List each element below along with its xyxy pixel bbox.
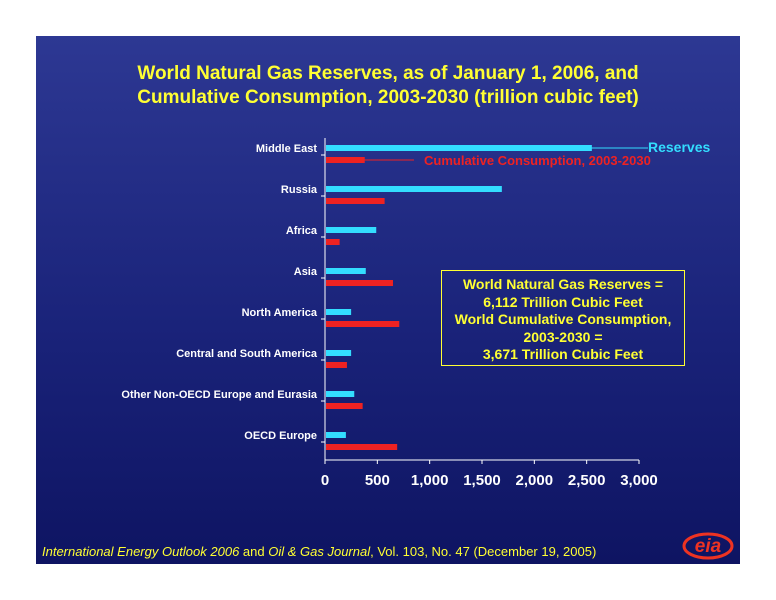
category-label: Middle East xyxy=(256,143,317,155)
chart-title-line-1: World Natural Gas Reserves, as of Januar… xyxy=(137,63,639,84)
eia-logo: eia xyxy=(682,532,734,560)
source-and: and xyxy=(239,544,269,559)
x-tick-label: 2,000 xyxy=(516,472,554,489)
bar-reserves xyxy=(326,268,366,274)
info-line-1: World Natural Gas Reserves = xyxy=(462,276,664,292)
slide: World Natural Gas Reserves, as of Januar… xyxy=(36,36,740,564)
bar-reserves xyxy=(326,391,355,397)
x-tick-label: 500 xyxy=(365,472,390,489)
category-label: Russia xyxy=(281,184,318,196)
legend-reserves-label: Reserves xyxy=(648,139,710,155)
category-label: Other Non-OECD Europe and Eurasia xyxy=(121,389,317,401)
bar-reserves xyxy=(326,186,502,192)
x-tick-label: 2,500 xyxy=(568,472,606,489)
source-note: International Energy Outlook 2006 and Oi… xyxy=(42,544,596,559)
bar-consumption xyxy=(326,403,363,409)
totals-info-box: World Natural Gas Reserves = 6,112 Trill… xyxy=(441,270,685,366)
bar-consumption xyxy=(326,321,400,327)
info-line-5: 3,671 Trillion Cubic Feet xyxy=(482,346,644,362)
chart-title: World Natural Gas Reserves, as of Januar… xyxy=(36,62,740,110)
bar-reserves xyxy=(326,432,346,438)
category-label: Asia xyxy=(294,266,318,278)
category-label: OECD Europe xyxy=(244,430,317,442)
eia-logo-text: eia xyxy=(695,536,722,557)
source-ogj: Oil & Gas Journal xyxy=(268,544,371,559)
info-line-3: World Cumulative Consumption, xyxy=(454,311,672,327)
legend-consumption-label: Cumulative Consumption, 2003-2030 xyxy=(424,153,651,168)
bar-consumption xyxy=(326,239,340,245)
category-label: Central and South America xyxy=(176,348,318,360)
bar-chart: 0 500 1,000 1,500 2,000 2,500 3,000 Middle East… xyxy=(121,138,710,489)
bar-consumption xyxy=(326,280,393,286)
x-tick-label: 1,000 xyxy=(411,472,449,489)
category-label: Africa xyxy=(286,225,318,237)
bar-consumption xyxy=(326,444,398,450)
bar-reserves xyxy=(326,227,377,233)
x-tick-label: 1,500 xyxy=(463,472,501,489)
info-line-4: 2003-2030 = xyxy=(523,328,603,345)
source-ieo: International Energy Outlook 2006 xyxy=(42,544,240,559)
info-line-2: 6,112 Trillion Cubic Feet xyxy=(483,293,643,310)
category-label: North America xyxy=(242,307,318,319)
source-detail: , Vol. 103, No. 47 (December 19, 2005) xyxy=(370,544,597,559)
bar-consumption xyxy=(326,198,385,204)
bar-consumption xyxy=(326,362,347,368)
x-tick-label: 0 xyxy=(321,472,329,489)
bar-reserves xyxy=(326,309,352,315)
x-tick-label: 3,000 xyxy=(620,472,658,489)
bar-reserves xyxy=(326,145,592,151)
bar-reserves xyxy=(326,350,352,356)
chart-title-line-2: Cumulative Consumption, 2003-2030 (trill… xyxy=(137,87,639,108)
bar-consumption xyxy=(326,157,365,163)
